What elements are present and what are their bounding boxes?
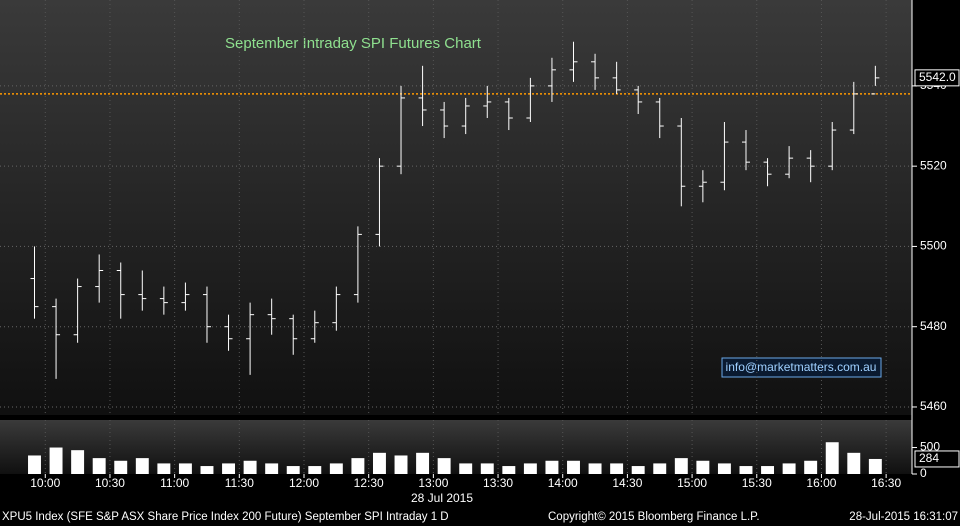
volume-bar [588, 463, 602, 474]
price-panel [0, 0, 912, 415]
volume-bar [372, 452, 386, 474]
footer-left: XPU5 Index (SFE S&P ASX Share Price Inde… [2, 511, 449, 523]
volume-bar [437, 458, 451, 474]
y-tick-label: 5480 [920, 319, 947, 333]
volume-bar [28, 455, 41, 474]
volume-bar [674, 458, 688, 474]
y-tick-label: 5460 [920, 399, 947, 413]
x-tick-label: 13:00 [418, 476, 448, 490]
last-price-box [914, 69, 960, 87]
x-tick-label: 14:00 [548, 476, 578, 490]
watermark: info@marketmatters.com.au [726, 360, 877, 374]
volume-bar [502, 466, 516, 474]
last-price-label: 5542.0 [919, 70, 956, 84]
x-tick-label: 14:30 [612, 476, 642, 490]
x-tick-label: 15:00 [677, 476, 707, 490]
vol-y-tick-label: 0 [920, 466, 927, 480]
volume-bar [329, 463, 343, 474]
volume-bar [761, 466, 775, 474]
volume-bar [92, 458, 106, 474]
footer-right: 28-Jul-2015 16:31:07 [849, 511, 958, 523]
last-volume-box [914, 450, 960, 468]
volume-bar [653, 463, 667, 474]
volume-bar [265, 463, 279, 474]
volume-bar [178, 463, 192, 474]
volume-bar [49, 447, 63, 474]
volume-bar [114, 460, 128, 474]
x-tick-label: 11:30 [225, 476, 254, 490]
last-volume-label: 284 [919, 451, 939, 465]
volume-bar [459, 463, 473, 474]
x-tick-label: 15:30 [742, 476, 772, 490]
volume-bar [631, 466, 645, 474]
volume-bar [286, 466, 300, 474]
volume-bar [847, 452, 861, 474]
volume-bar [416, 452, 430, 474]
y-tick-label: 5500 [920, 239, 947, 253]
chart-title: September Intraday SPI Futures Chart [225, 35, 482, 52]
volume-bar [739, 466, 753, 474]
volume-bar [545, 460, 559, 474]
volume-bar [717, 463, 731, 474]
x-tick-label: 13:30 [483, 476, 513, 490]
volume-bar [308, 466, 322, 474]
volume-bar [825, 442, 839, 474]
x-tick-label: 10:00 [30, 476, 60, 490]
volume-bar [782, 463, 796, 474]
volume-bar [394, 455, 408, 474]
watermark-box [721, 357, 882, 378]
volume-bar [567, 460, 580, 474]
volume-bar [696, 460, 710, 474]
y-tick-label: 5520 [920, 158, 947, 172]
volume-bar [610, 463, 624, 474]
x-tick-label: 10:30 [95, 476, 125, 490]
volume-panel [0, 420, 912, 474]
vol-y-tick-label: 500 [920, 440, 940, 454]
volume-bar [480, 463, 494, 474]
volume-bar [222, 463, 236, 474]
x-tick-label: 12:00 [289, 476, 319, 490]
volume-bar [71, 450, 85, 474]
volume-bar [804, 460, 818, 474]
footer-mid: Copyright© 2015 Bloomberg Finance L.P. [548, 511, 760, 523]
volume-bar [523, 463, 537, 474]
x-tick-label: 11:00 [160, 476, 189, 490]
volume-bar [200, 466, 214, 474]
volume-bar [157, 463, 171, 474]
volume-bar [868, 458, 882, 474]
date-label: 28 Jul 2015 [411, 491, 473, 505]
volume-bar [135, 458, 149, 474]
x-tick-label: 16:30 [871, 476, 901, 490]
x-tick-label: 16:00 [806, 476, 836, 490]
volume-bar [243, 460, 257, 474]
x-tick-label: 12:30 [354, 476, 384, 490]
volume-bar [351, 458, 365, 474]
